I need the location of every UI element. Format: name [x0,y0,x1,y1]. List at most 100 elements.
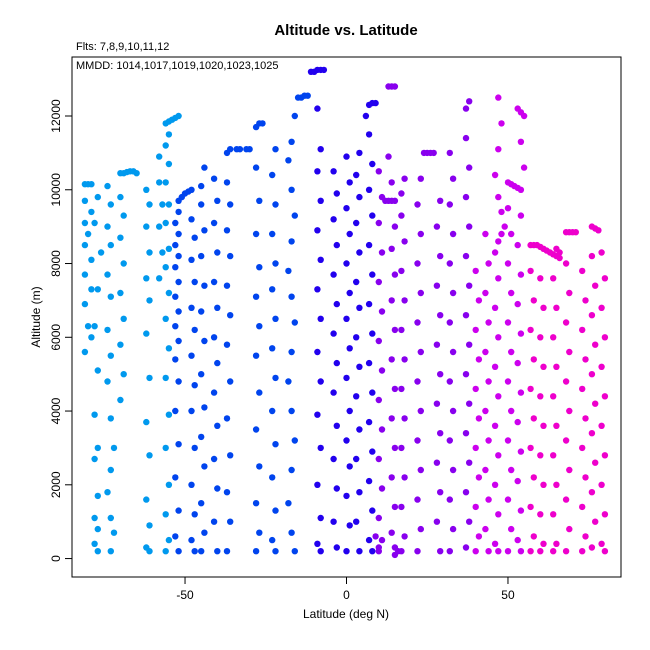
data-point [143,418,150,426]
data-point [346,345,353,352]
data-point [172,264,179,271]
data-point [540,304,547,311]
data-point [514,477,521,485]
data-point [495,146,502,153]
data-point [214,197,221,204]
data-point [498,230,505,238]
data-point [330,455,337,463]
data-point [462,134,470,142]
data-point [582,297,589,304]
y-tick-label: 0 [49,555,63,562]
data-point [508,230,515,238]
data-point [210,389,218,396]
data-point [272,374,279,382]
data-point [446,319,453,326]
data-point [291,319,298,326]
data-point [398,444,405,452]
data-point [414,319,421,326]
data-point [588,371,596,378]
data-point [437,371,444,378]
data-point [472,503,479,511]
data-point [566,466,573,474]
data-point [537,548,544,555]
data-point [375,544,382,551]
data-point [146,374,153,382]
data-point [84,323,92,330]
data-point [365,241,373,249]
data-point [598,249,605,256]
data-point [227,452,234,459]
data-point [356,149,363,157]
data-point [508,407,515,415]
data-point [288,238,295,245]
data-point [579,548,586,555]
data-point [146,452,153,459]
data-point [466,341,473,348]
data-point [388,297,395,304]
data-point [191,326,198,334]
data-point [353,278,360,286]
data-point [223,341,231,348]
data-point [375,278,382,286]
data-point [417,289,424,297]
data-point [398,190,405,197]
data-point [214,548,221,555]
data-point [562,496,570,503]
data-point [517,138,525,145]
data-point [133,170,140,177]
data-point [449,407,457,415]
data-point [562,437,570,444]
data-point [201,337,208,345]
data-point [485,378,492,385]
data-point [388,529,395,536]
data-point [330,389,337,396]
data-point [375,168,382,175]
data-point [269,230,276,238]
data-point [475,297,483,304]
data-point [317,514,324,522]
data-point [330,271,337,278]
data-point [191,278,198,286]
data-point [398,326,405,334]
data-point [198,433,205,441]
data-point [530,533,537,540]
data-point [530,356,537,363]
data-point [88,208,95,216]
data-point [491,481,499,488]
data-point [446,496,453,503]
data-point [175,378,182,385]
data-point [272,441,279,448]
data-point [579,444,586,452]
data-point [162,548,169,555]
data-point [291,212,298,219]
data-point [314,227,321,234]
data-point [446,548,453,555]
data-point [320,66,328,74]
data-point [449,175,457,182]
data-point [343,315,350,322]
data-point [491,422,499,429]
data-point [256,264,263,271]
data-point [175,548,182,555]
data-point [601,548,609,555]
data-point [269,171,276,179]
data-point [462,312,470,319]
data-points [81,66,609,559]
data-point [214,422,221,429]
data-point [291,437,298,444]
data-point [94,444,102,452]
data-point [598,540,605,547]
data-point [495,393,502,400]
data-point [540,422,547,429]
data-point [346,463,353,470]
data-point [175,278,182,286]
data-point [369,548,376,555]
data-point [530,474,537,481]
data-point [582,474,589,481]
data-point [391,326,399,334]
data-point [475,356,483,363]
data-point [172,293,179,300]
data-point [210,219,218,227]
data-point [291,548,298,555]
data-point [346,179,353,186]
